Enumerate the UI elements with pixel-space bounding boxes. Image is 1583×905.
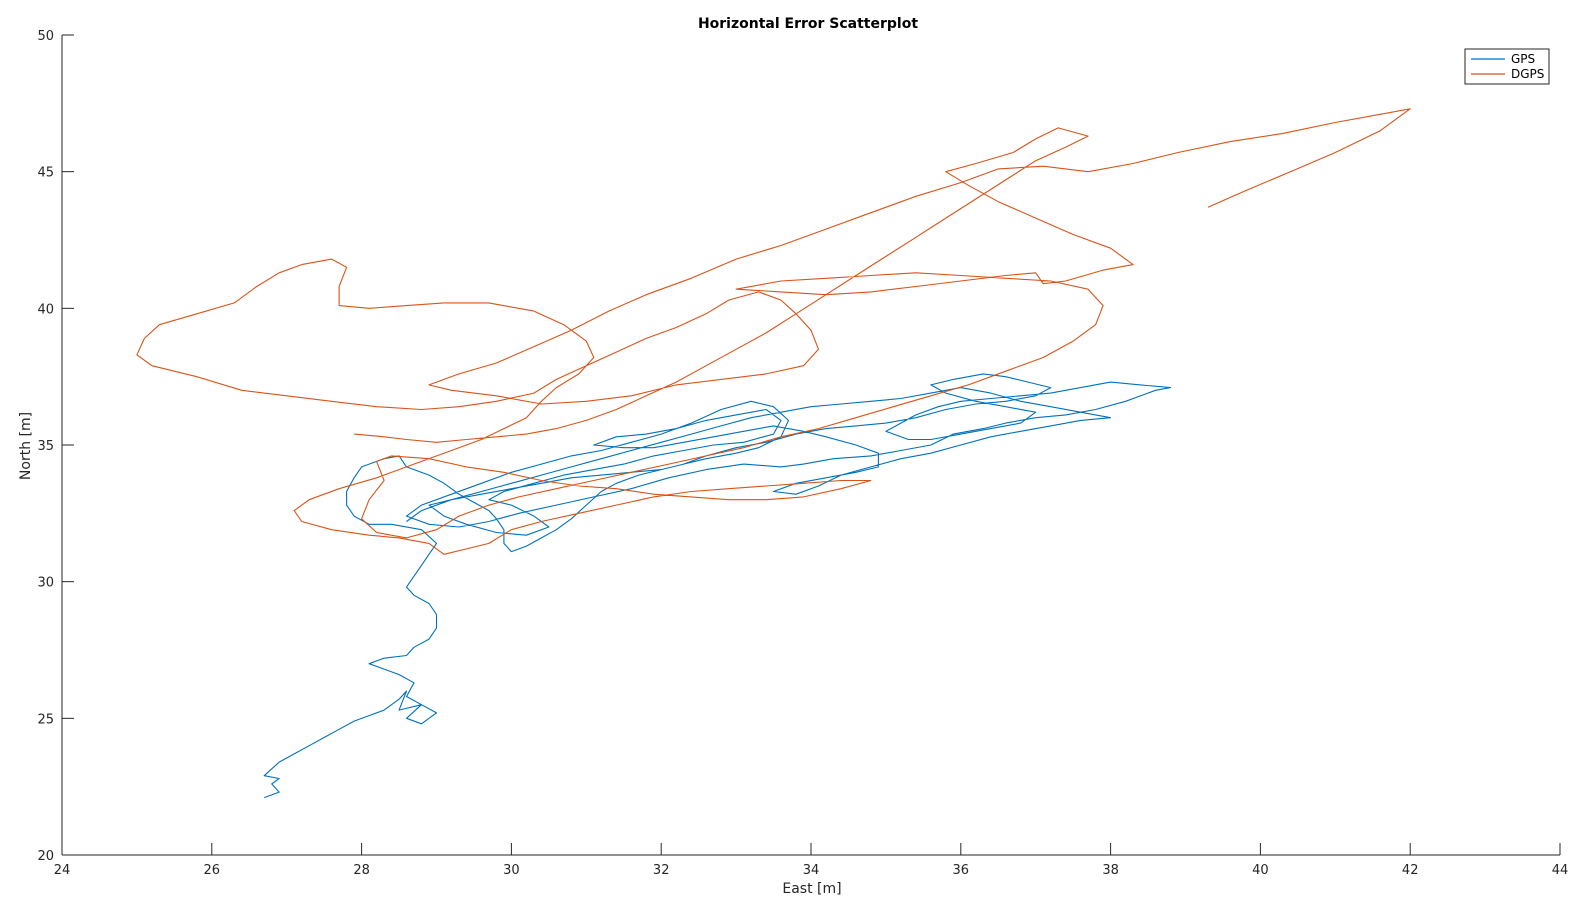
x-tick-label: 26 [204,863,221,878]
x-tick-label: 28 [353,863,370,878]
series-line-gps [263,373,1172,799]
series-line-dgps [136,108,1411,555]
x-tick-label: 32 [653,863,670,878]
legend-label-gps: GPS [1511,52,1535,66]
y-tick-label: 25 [37,712,54,727]
x-tick-label: 44 [1552,863,1569,878]
x-tick-label: 24 [54,863,71,878]
y-axis-label: North [m] [18,412,34,480]
x-tick-label: 40 [1252,863,1269,878]
y-tick-label: 45 [37,166,54,181]
x-tick-label: 30 [503,863,520,878]
x-axis-label: East [m] [782,881,841,897]
x-tick-label: 42 [1402,863,1419,878]
y-tick-label: 50 [37,29,54,44]
x-tick-label: 34 [803,863,820,878]
x-tick-label: 38 [1102,863,1119,878]
chart-title: Horizontal Error Scatterplot [698,16,918,32]
axes: 24 26 28 30 32 34 36 38 40 42 44 20 25 30 35 40 45 50 [37,29,1568,878]
legend-box [1464,48,1550,85]
y-tick-label: 40 [37,302,54,317]
y-tick-label: 35 [37,439,54,454]
series-layer [136,108,1411,799]
y-tick-label: 30 [37,576,54,591]
y-tick-label: 20 [37,849,54,864]
legend-label-dgps: DGPS [1511,67,1544,81]
x-tick-label: 36 [953,863,970,878]
